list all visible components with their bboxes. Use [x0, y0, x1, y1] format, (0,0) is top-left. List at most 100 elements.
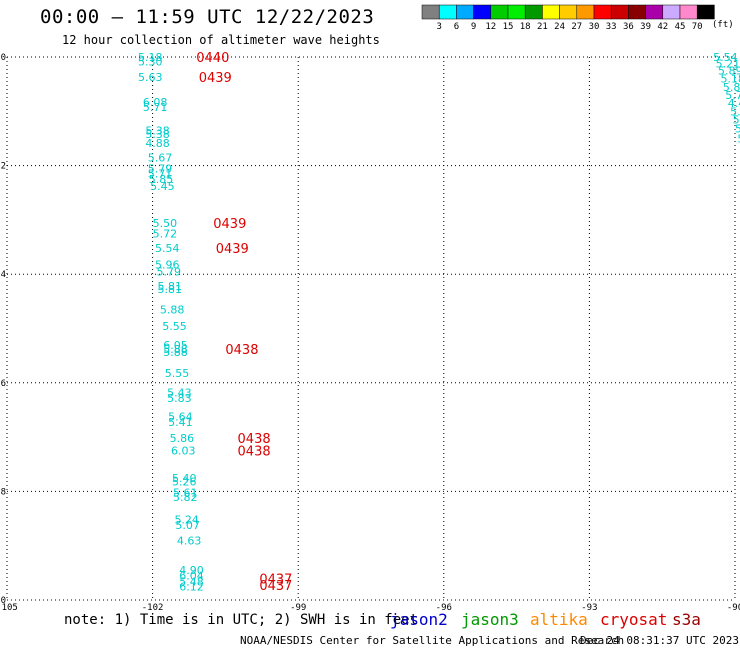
swh-value-label: 5.88 [163, 346, 188, 359]
swh-value-label: 5.85 [149, 173, 174, 186]
swh-value-label: 5.50 [153, 217, 178, 230]
swh-value-label: 4.90 [179, 564, 204, 577]
x-tick-label: -90 [727, 603, 740, 613]
x-tick-label: -102 [142, 603, 164, 613]
swh-value-label: 5.5 [735, 123, 740, 136]
swh-value-label: 5.86 [170, 432, 195, 445]
swh-value-label: 5.79 [148, 162, 173, 175]
time-label: 0439 [213, 217, 246, 232]
swh-value-label: 5.21 [716, 58, 740, 71]
colorbar-swatch [696, 4, 715, 20]
colorbar-swatch [679, 4, 698, 20]
swh-value-label: 5. [737, 132, 740, 145]
swh-value-label: 5.55 [162, 320, 187, 333]
swh-value-label: 5.38 [145, 124, 170, 137]
credit-line: NOAA/NESDIS Center for Satellite Applica… [240, 634, 625, 647]
colorbar-tick-label: 3 [436, 22, 441, 32]
swh-value-label: 5.26 [172, 476, 197, 489]
swh-value-label: 5.64 [168, 410, 193, 423]
colorbar-tick-label: 36 [623, 22, 634, 32]
swh-value-label: 5.61 [173, 486, 198, 499]
legend-jason3: jason3 [461, 610, 519, 629]
swh-value-label: 5.18 [720, 73, 740, 86]
colorbar-swatch [421, 4, 440, 20]
time-label: 0440 [196, 51, 229, 66]
x-tick-label: -99 [290, 603, 306, 613]
swh-value-label: 5.07 [175, 519, 200, 532]
colorbar-swatch [507, 4, 526, 20]
time-label: 0438 [238, 445, 271, 460]
x-tick-label: -93 [581, 603, 597, 613]
swh-value-label: 4.63 [177, 534, 202, 547]
swh-value-label: 5.30 [138, 55, 163, 68]
swh-value-label: 5.73 [725, 89, 740, 102]
colorbar-tick-label: 30 [589, 22, 600, 32]
swh-value-label: 5.71 [148, 168, 173, 181]
swh-value-label: 5.81 [157, 280, 182, 293]
time-label: 0437 [259, 572, 292, 587]
swh-value-label: 5.88 [163, 343, 188, 356]
colorbar-tick-label: 33 [606, 22, 617, 32]
y-tick-label: -22 [0, 162, 6, 172]
x-tick-label: -96 [436, 603, 452, 613]
y-tick-label: -20 [0, 53, 6, 63]
time-label: 0438 [225, 343, 258, 358]
colorbar-tick-label: 9 [471, 22, 476, 32]
swh-value-label: 5.63 [138, 71, 163, 84]
map-title: 00:00 – 11:59 UTC 12/22/2023 [40, 6, 375, 28]
x-tick-label: -105 [0, 603, 18, 613]
legend-altika: altika [530, 610, 588, 629]
colorbar-swatch [456, 4, 474, 20]
colorbar-tick-label: 15 [503, 22, 514, 32]
colorbar-swatch [473, 4, 492, 20]
colorbar-swatch [662, 4, 681, 20]
swh-value-label: 5.96 [155, 258, 180, 271]
colorbar-swatch [524, 4, 543, 20]
colorbar-tick-label: 70 [692, 22, 703, 32]
swh-value-label: 5.45 [150, 180, 175, 193]
swh-value-label: 6.12 [179, 580, 204, 593]
map-subtitle: 12 hour collection of altimeter wave hei… [62, 33, 380, 47]
swh-value-label: 5.48 [179, 576, 204, 589]
units-note: note: 1) Time is in UTC; 2) SWH is in fe… [64, 612, 419, 628]
colorbar-swatch [610, 4, 629, 20]
legend-jason2: jason2 [390, 610, 448, 629]
swh-value-label: 5.71 [143, 101, 168, 114]
colorbar-tick-label: 12 [485, 22, 496, 32]
swh-value-label: 5.41 [168, 416, 193, 429]
colorbar-swatch [628, 4, 646, 20]
swh-value-label: 5.24 [174, 514, 199, 527]
swh-value-label: 5.38 [145, 128, 170, 141]
swh-value-label: 6.03 [171, 445, 196, 458]
colorbar-swatch [542, 4, 560, 20]
swh-value-label: 5.54 [155, 242, 180, 255]
swh-value-label: 5.89 [718, 65, 740, 78]
swh-value-label: 5.67 [148, 151, 173, 164]
swh-value-label: 5.3 [730, 105, 740, 118]
swh-value-label: 5.54 [713, 51, 738, 64]
colorbar-swatch [559, 4, 578, 20]
swh-value-label: 5.83 [167, 392, 192, 405]
time-label: 0439 [199, 71, 232, 86]
swh-value-label: 5.6 [733, 113, 740, 126]
colorbar-tick-label: 24 [554, 22, 565, 32]
y-tick-label: -26 [0, 379, 6, 389]
colorbar-swatch [593, 4, 612, 20]
colorbar-swatch [490, 4, 509, 20]
generated-timestamp: Dec 24 08:31:37 UTC 2023 [580, 634, 739, 647]
colorbar-tick-label: 39 [640, 22, 651, 32]
swh-value-label: 4.88 [145, 137, 170, 150]
swh-value-label: 5.79 [156, 265, 181, 278]
colorbar-tick-label: 18 [520, 22, 531, 32]
colorbar-unit: (ft) [712, 20, 734, 30]
swh-value-label: 5.81 [157, 283, 182, 296]
colorbar-tick-label: 21 [537, 22, 548, 32]
swh-value-label: 5.55 [165, 367, 190, 380]
y-tick-label: -30 [0, 596, 6, 606]
swh-value-label: 6.04 [179, 570, 204, 583]
swh-value-label: 4.49 [728, 97, 740, 110]
swh-value-label: 5.82 [173, 491, 198, 504]
time-label: 0437 [259, 579, 292, 594]
swh-value-label: 5.72 [153, 227, 178, 240]
